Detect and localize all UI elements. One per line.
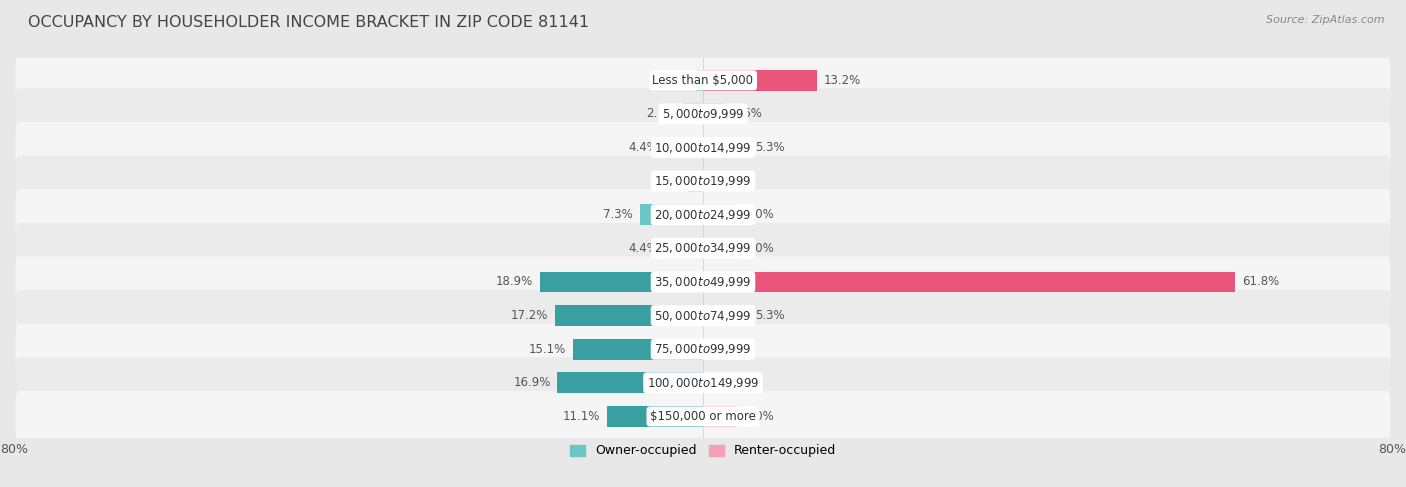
Bar — [683, 103, 703, 124]
Text: $35,000 to $49,999: $35,000 to $49,999 — [654, 275, 752, 289]
Text: 15.1%: 15.1% — [529, 343, 567, 356]
Legend: Owner-occupied, Renter-occupied: Owner-occupied, Renter-occupied — [565, 439, 841, 463]
Text: 0.0%: 0.0% — [710, 376, 740, 389]
Bar — [607, 406, 703, 427]
FancyBboxPatch shape — [15, 122, 1391, 173]
Text: 2.6%: 2.6% — [733, 108, 762, 120]
Text: 1.7%: 1.7% — [651, 175, 682, 187]
Text: $5,000 to $9,999: $5,000 to $9,999 — [662, 107, 744, 121]
Text: 4.4%: 4.4% — [628, 141, 658, 154]
Bar — [703, 305, 748, 326]
Text: 2.3%: 2.3% — [647, 108, 676, 120]
FancyBboxPatch shape — [15, 55, 1391, 106]
Text: $20,000 to $24,999: $20,000 to $24,999 — [654, 208, 752, 222]
Text: 18.9%: 18.9% — [496, 276, 533, 288]
Text: 7.3%: 7.3% — [603, 208, 633, 221]
FancyBboxPatch shape — [15, 357, 1391, 409]
Bar — [640, 205, 703, 225]
Bar — [540, 272, 703, 292]
FancyBboxPatch shape — [15, 189, 1391, 240]
Text: OCCUPANCY BY HOUSEHOLDER INCOME BRACKET IN ZIP CODE 81141: OCCUPANCY BY HOUSEHOLDER INCOME BRACKET … — [28, 15, 589, 30]
Text: $100,000 to $149,999: $100,000 to $149,999 — [647, 376, 759, 390]
Bar — [665, 238, 703, 259]
Text: $50,000 to $74,999: $50,000 to $74,999 — [654, 309, 752, 322]
Bar — [574, 339, 703, 359]
Text: 4.4%: 4.4% — [628, 242, 658, 255]
Bar — [555, 305, 703, 326]
Bar — [703, 137, 748, 158]
Text: 0.0%: 0.0% — [710, 343, 740, 356]
Text: $75,000 to $99,999: $75,000 to $99,999 — [654, 342, 752, 356]
FancyBboxPatch shape — [15, 324, 1391, 375]
Text: 13.2%: 13.2% — [824, 74, 860, 87]
Bar — [703, 205, 738, 225]
Text: $15,000 to $19,999: $15,000 to $19,999 — [654, 174, 752, 188]
Text: $150,000 or more: $150,000 or more — [650, 410, 756, 423]
Bar — [703, 238, 738, 259]
Bar — [696, 70, 703, 91]
FancyBboxPatch shape — [15, 155, 1391, 206]
Text: 16.9%: 16.9% — [513, 376, 551, 389]
Bar — [703, 272, 1236, 292]
Text: 17.2%: 17.2% — [510, 309, 548, 322]
Text: 61.8%: 61.8% — [1241, 276, 1279, 288]
Text: 5.3%: 5.3% — [755, 141, 785, 154]
Bar — [703, 70, 817, 91]
Bar — [689, 171, 703, 191]
Bar — [703, 103, 725, 124]
Text: Less than $5,000: Less than $5,000 — [652, 74, 754, 87]
Text: 4.0%: 4.0% — [744, 242, 775, 255]
FancyBboxPatch shape — [15, 223, 1391, 274]
Text: 4.0%: 4.0% — [744, 208, 775, 221]
FancyBboxPatch shape — [15, 257, 1391, 307]
Text: 0.0%: 0.0% — [710, 175, 740, 187]
Text: $25,000 to $34,999: $25,000 to $34,999 — [654, 242, 752, 255]
FancyBboxPatch shape — [15, 290, 1391, 341]
Bar — [703, 406, 738, 427]
Bar — [665, 137, 703, 158]
FancyBboxPatch shape — [15, 88, 1391, 139]
FancyBboxPatch shape — [15, 391, 1391, 442]
Text: $10,000 to $14,999: $10,000 to $14,999 — [654, 141, 752, 154]
Text: 4.0%: 4.0% — [744, 410, 775, 423]
Text: 0.87%: 0.87% — [651, 74, 689, 87]
Text: 11.1%: 11.1% — [564, 410, 600, 423]
Text: 5.3%: 5.3% — [755, 309, 785, 322]
Bar — [557, 373, 703, 393]
Text: Source: ZipAtlas.com: Source: ZipAtlas.com — [1267, 15, 1385, 25]
